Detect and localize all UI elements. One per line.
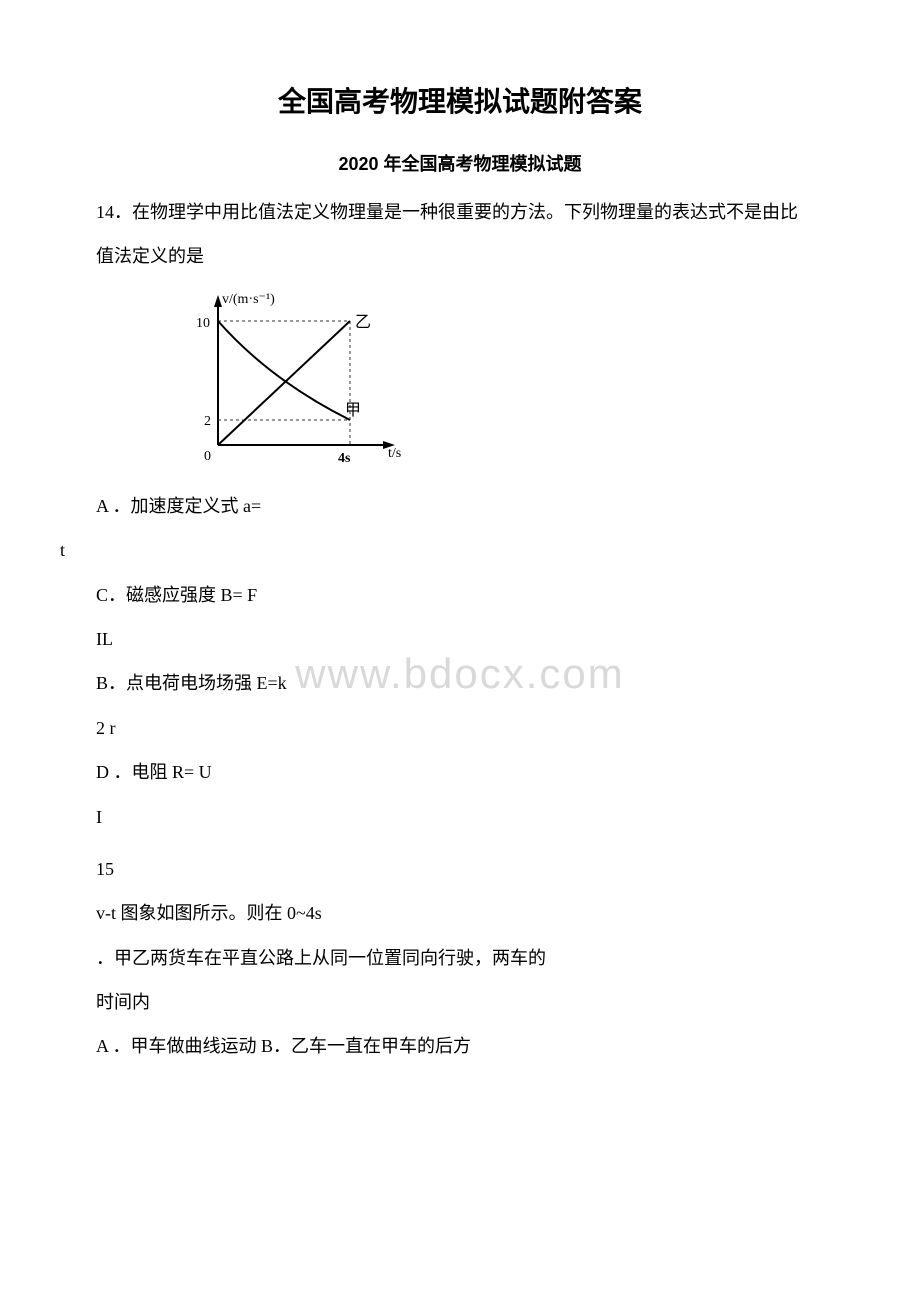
- chart-legend-jia: 甲: [345, 402, 361, 419]
- chart-ylabel: v/(m·s⁻¹): [222, 292, 275, 307]
- chart-xtick-4s: 4s: [338, 451, 351, 466]
- chart-ytick-0: 0: [204, 449, 211, 464]
- question-15-line2: ．甲乙两货车在平直公路上从同一位置同向行驶，两车的: [60, 942, 860, 974]
- document-title: 全国高考物理模拟试题附答案: [60, 80, 860, 120]
- question-15-line3: 时间内: [60, 986, 860, 1018]
- vt-chart: v/(m·s⁻¹) t/s 10 2 0 4s 乙 甲: [190, 285, 860, 480]
- question-15-line1: v-t 图象如图所示。则在 0~4s: [60, 897, 860, 929]
- option-14c-sub: IL: [60, 623, 860, 655]
- document-content: 全国高考物理模拟试题附答案 2020 年全国高考物理模拟试题 14．在物理学中用…: [60, 80, 860, 1063]
- document-subtitle: 2020 年全国高考物理模拟试题: [60, 150, 860, 176]
- chart-ytick-10: 10: [196, 316, 210, 331]
- option-14b-sub: 2 r: [60, 712, 860, 744]
- question-14-text: 14．在物理学中用比值法定义物理量是一种很重要的方法。下列物理量的表达式不是由比: [60, 196, 860, 228]
- option-14a-sub: t: [60, 534, 860, 566]
- option-14a: A ．加速度定义式 a=: [60, 490, 860, 522]
- option-14d-sub: I: [60, 801, 860, 833]
- chart-ytick-2: 2: [204, 414, 211, 429]
- question-15-option-ab: A ．甲车做曲线运动 B．乙车一直在甲车的后方: [60, 1030, 860, 1062]
- chart-legend-yi: 乙: [355, 314, 371, 331]
- option-14d: D ．电阻 R= U: [60, 756, 860, 788]
- option-14c: C．磁感应强度 B= F: [60, 579, 860, 611]
- chart-xlabel: t/s: [388, 446, 401, 461]
- option-14b: B．点电荷电场场强 E=k: [60, 667, 860, 699]
- question-14-continue: 值法定义的是: [60, 240, 860, 272]
- question-15-number: 15: [60, 853, 860, 885]
